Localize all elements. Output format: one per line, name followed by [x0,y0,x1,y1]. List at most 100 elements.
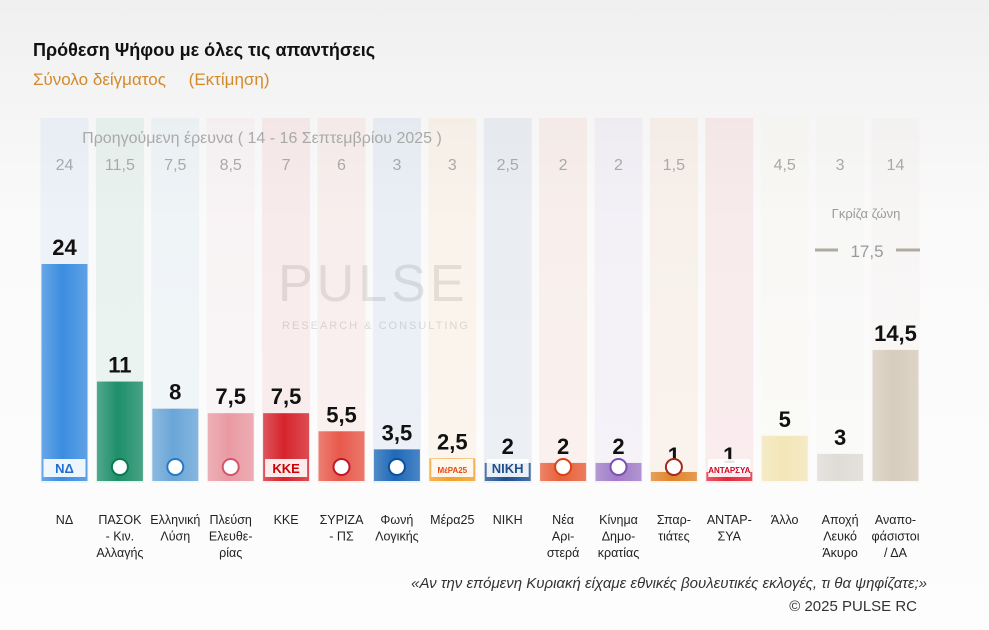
category-label-3-2: ρίας [219,546,242,560]
category-label-15-1: φάσιστοι [871,530,919,544]
category-label-13-0: Άλλο [771,513,799,527]
value-label-2: 8 [169,380,181,405]
column-band-6 [372,118,421,483]
bar-13 [761,435,808,481]
value-label-1: 11 [108,353,131,378]
party-logo-4: ΚΚΕ [272,461,300,476]
column-band-10 [594,118,643,483]
category-label-1-2: Αλλαγής [96,546,143,560]
party-logo-8: ΝΙΚΗ [492,461,524,476]
column-band-5 [317,118,366,483]
value-label-8: 2 [502,434,514,459]
party-logo-11 [664,458,683,476]
party-logo-1 [110,458,129,476]
chart-subtitle: Σύνολο δείγματος (Εκτίμηση) [33,70,288,90]
prev-value-13: 4,5 [774,157,796,174]
category-label-2-0: Ελληνική [150,513,200,527]
category-label-12-1: ΣΥΑ [718,530,742,544]
category-label-0-0: ΝΔ [56,513,73,527]
category-label-14-0: Αποχή [822,513,859,527]
category-label-15-0: Αναπο- [875,513,916,527]
category-label-11-0: Σπαρ- [657,513,691,527]
category-label-9-0: Νέα [552,513,574,527]
party-logo-9 [554,458,573,476]
category-label-1-1: - Κιν. [106,530,134,544]
prev-value-2: 7,5 [164,157,186,174]
prev-value-1: 11,5 [105,157,135,174]
copyright-notice: © 2025 PULSE RC [789,598,917,615]
value-label-9: 2 [557,434,569,459]
column-band-8 [483,118,532,483]
prev-value-5: 6 [337,157,346,174]
survey-question: «Αν την επόμενη Κυριακή είχαμε εθνικές β… [411,575,927,592]
category-label-7-0: Μέρα25 [430,513,474,527]
prev-value-0: 24 [56,157,74,174]
party-logo-10 [609,458,628,476]
value-label-5: 5,5 [326,402,357,427]
bar-11 [650,471,697,481]
prev-value-7: 3 [448,157,457,174]
value-label-3: 7,5 [215,384,246,409]
column-band-14 [816,118,865,483]
category-label-14-2: Άκυρο [822,546,858,560]
category-label-10-2: κρατίας [598,546,640,560]
party-logo-5 [332,458,351,476]
grey-zone-label: Γκρίζα ζώνη [832,206,901,221]
column-band-7 [428,118,477,483]
column-band-11 [649,118,698,483]
prev-value-14: 3 [836,157,845,174]
party-logo-bg-0 [43,459,86,477]
party-logo-3 [221,458,240,476]
pulse-watermark-sub: RESEARCH & CONSULTING [282,320,470,332]
subtitle-sample: Σύνολο δείγματος [33,70,166,89]
category-label-1-0: ΠΑΣΟΚ [98,513,142,527]
category-label-5-1: - ΠΣ [329,530,354,544]
pulse-watermark: PULSE [278,255,469,313]
party-logo-12: ΑΝΤΑΡΣΥΑ [708,466,750,475]
category-label-5-0: ΣΥΡΙΖΑ [320,513,365,527]
column-band-12 [705,118,754,483]
column-band-13 [760,118,809,483]
category-label-2-1: Λύση [160,530,190,544]
party-logo-bg-7 [431,459,474,477]
value-label-15: 14,5 [874,321,917,346]
value-label-14: 3 [834,425,846,450]
value-label-7: 2,5 [437,429,468,454]
category-label-8-0: ΝΙΚΗ [493,513,523,527]
prev-value-15: 14 [887,157,905,174]
bar-15 [872,349,919,481]
value-label-13: 5 [779,407,791,432]
prev-value-11: 1,5 [663,157,685,174]
grey-zone-value: 17,5 [850,242,883,261]
category-label-4-0: ΚΚΕ [274,513,299,527]
value-label-10: 2 [612,434,624,459]
party-logo-6 [387,458,406,476]
category-label-3-1: Ελευθε- [209,530,253,544]
category-label-14-1: Λευκό [823,530,857,544]
category-label-15-2: / ΔΑ [884,546,908,560]
previous-survey-label: Προηγούμενη έρευνα ( 14 - 16 Σεπτεμβρίου… [82,130,442,147]
party-logo-bg-4 [265,459,308,477]
bar-14 [817,453,864,481]
category-label-10-0: Κίνημα [599,513,638,527]
value-label-4: 7,5 [271,384,302,409]
prev-value-9: 2 [559,157,568,174]
value-label-6: 3,5 [382,420,413,445]
column-band-9 [539,118,588,483]
party-logo-7: ΜέΡΑ25 [437,466,467,475]
category-label-9-2: στερά [547,546,580,560]
category-label-6-1: Λογικής [375,530,419,544]
chart-title: Πρόθεση Ψήφου με όλες τις απαντήσεις [33,40,376,60]
category-label-10-1: Δημο- [602,530,636,544]
party-logo-0: ΝΔ [55,461,74,476]
category-label-11-1: τιάτες [658,530,689,544]
prev-value-3: 8,5 [220,157,242,174]
bar-0 [41,264,88,481]
category-label-9-1: Αρι- [552,530,574,544]
value-label-0: 24 [52,235,77,260]
party-logo-2 [166,458,185,476]
category-label-12-0: ΑΝΤΑΡ- [707,513,752,527]
party-logo-bg-12 [708,459,751,477]
prev-value-4: 7 [282,157,291,174]
